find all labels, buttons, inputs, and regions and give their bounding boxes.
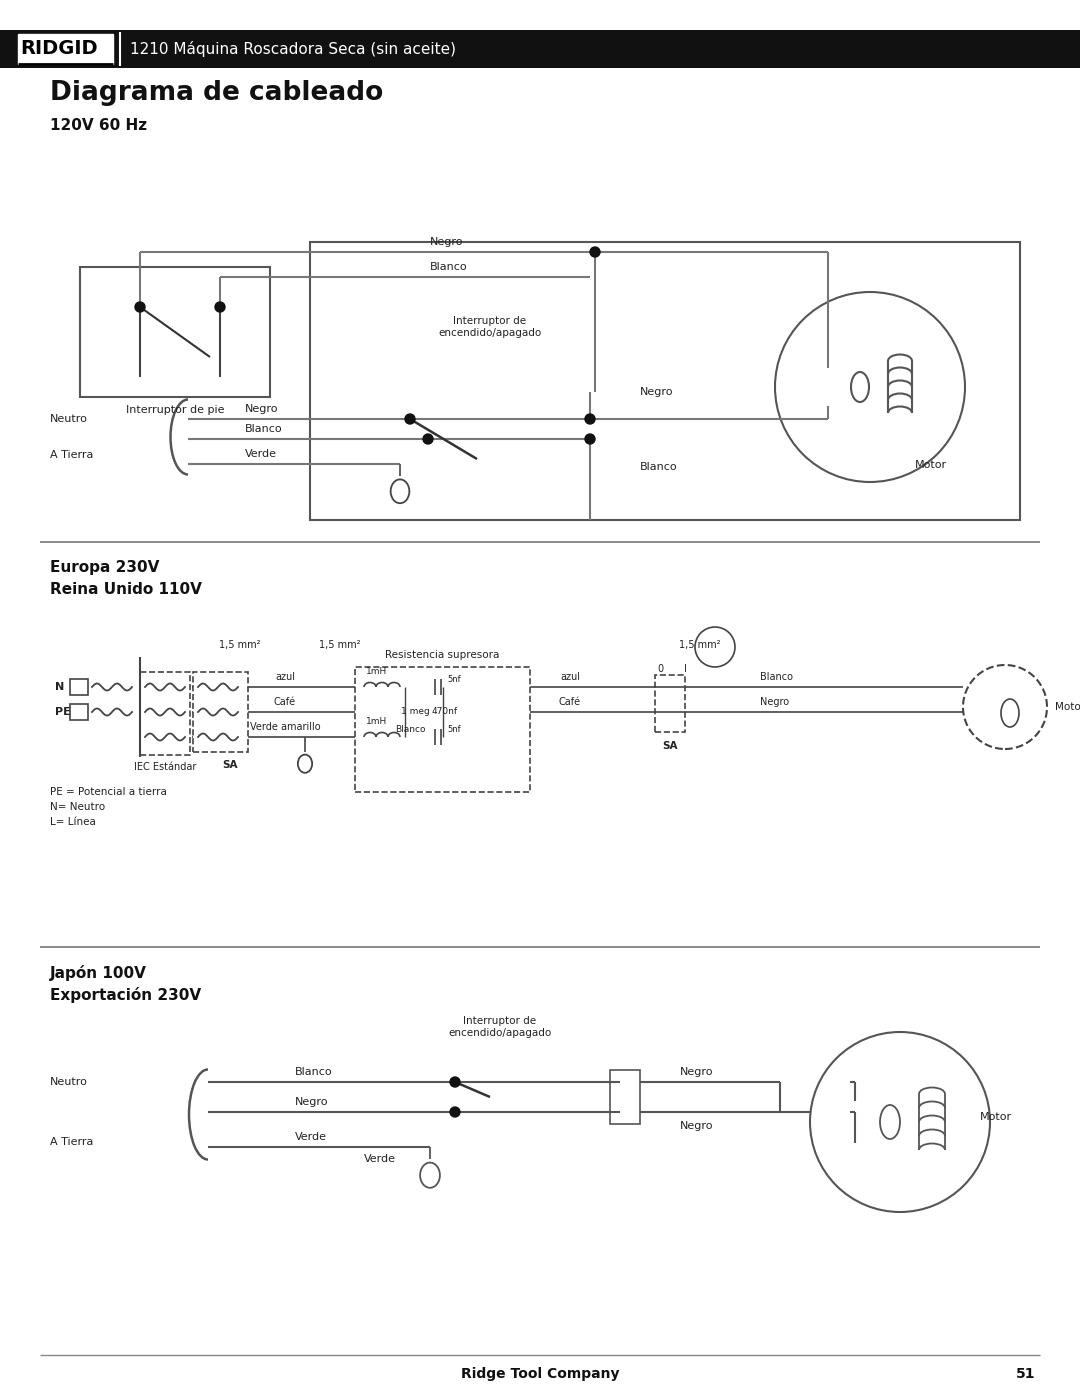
Bar (310, 242, 1020, 520)
Text: Motor: Motor (915, 460, 947, 469)
Text: SA: SA (222, 760, 238, 770)
Circle shape (775, 292, 966, 482)
Text: Europa 230V: Europa 230V (50, 560, 160, 576)
Bar (355, 666, 530, 792)
Text: Café: Café (274, 697, 296, 707)
Text: N= Neutro: N= Neutro (50, 802, 105, 812)
Bar (828, 367, 848, 407)
Bar (0, 29, 1080, 68)
Text: 120V 60 Hz: 120V 60 Hz (50, 117, 147, 133)
Text: 0: 0 (657, 664, 663, 673)
Text: 1,5 mm²: 1,5 mm² (320, 640, 361, 650)
Text: Exportación 230V: Exportación 230V (50, 988, 201, 1003)
Text: 1 meg: 1 meg (401, 707, 430, 717)
Circle shape (405, 414, 415, 425)
Text: 1,5 mm²: 1,5 mm² (219, 640, 260, 650)
Bar (977, 680, 997, 694)
Text: Negro: Negro (680, 1067, 714, 1077)
Ellipse shape (1001, 698, 1020, 726)
Circle shape (585, 414, 595, 425)
Circle shape (450, 1077, 460, 1087)
Text: Negro: Negro (760, 697, 789, 707)
Bar (610, 1070, 640, 1125)
Text: Motor: Motor (980, 1112, 1012, 1122)
Text: A Tierra: A Tierra (50, 1137, 93, 1147)
Text: Blanco: Blanco (295, 1067, 333, 1077)
Text: 1mH: 1mH (366, 717, 388, 725)
Text: Interruptor de
encendido/apagado: Interruptor de encendido/apagado (438, 316, 542, 338)
Circle shape (450, 1106, 460, 1118)
Text: Ridge Tool Company: Ridge Tool Company (461, 1368, 619, 1382)
Bar (18, 34, 113, 64)
Circle shape (423, 434, 433, 444)
Text: PE = Potencial a tierra: PE = Potencial a tierra (50, 787, 167, 798)
Text: Reina Unido 110V: Reina Unido 110V (50, 583, 202, 597)
Bar (70, 704, 87, 719)
Text: Blanco: Blanco (245, 425, 283, 434)
Text: N: N (55, 682, 64, 692)
Text: PE: PE (55, 707, 71, 717)
Bar (80, 267, 270, 397)
Ellipse shape (880, 1105, 900, 1139)
Circle shape (810, 1032, 990, 1213)
Bar (193, 672, 248, 752)
Text: Negro: Negro (245, 404, 279, 414)
Text: Blanco: Blanco (395, 725, 426, 733)
Text: L= Línea: L= Línea (50, 817, 96, 827)
Text: Blanco: Blanco (760, 672, 793, 682)
Text: azul: azul (561, 672, 580, 682)
Text: Interruptor de pie: Interruptor de pie (125, 405, 225, 415)
Text: Motor: Motor (1055, 703, 1080, 712)
Circle shape (585, 434, 595, 444)
Text: Verde amarillo: Verde amarillo (249, 722, 321, 732)
Ellipse shape (391, 479, 409, 503)
Text: Diagrama de cableado: Diagrama de cableado (50, 80, 383, 106)
Ellipse shape (851, 372, 869, 402)
Text: 5nf: 5nf (447, 725, 461, 733)
Text: IEC Estándar: IEC Estándar (134, 761, 197, 773)
Bar (977, 719, 997, 733)
Text: A Tierra: A Tierra (50, 450, 93, 460)
Text: Negro: Negro (680, 1120, 714, 1132)
Text: Blanco: Blanco (640, 462, 677, 472)
Bar (654, 675, 685, 732)
Text: 1210 Máquina Roscadora Seca (sin aceite): 1210 Máquina Roscadora Seca (sin aceite) (130, 41, 456, 57)
Text: 5nf: 5nf (447, 675, 461, 683)
Text: Negro: Negro (295, 1097, 328, 1106)
Text: SA: SA (662, 740, 678, 752)
Text: Negro: Negro (640, 387, 674, 397)
Ellipse shape (298, 754, 312, 773)
Text: 51: 51 (1015, 1368, 1035, 1382)
Text: Verde: Verde (295, 1132, 327, 1141)
Text: Japón 100V: Japón 100V (50, 965, 147, 981)
Text: 1mH: 1mH (366, 666, 388, 676)
Circle shape (963, 665, 1047, 749)
Text: Negro: Negro (430, 237, 463, 247)
Text: Verde: Verde (245, 448, 276, 460)
Text: Blanco: Blanco (430, 263, 468, 272)
Text: Neutro: Neutro (50, 414, 87, 425)
Text: Neutro: Neutro (50, 1077, 87, 1087)
Bar (140, 672, 190, 754)
Text: 470nf: 470nf (432, 707, 458, 717)
Ellipse shape (420, 1162, 440, 1187)
Text: I: I (684, 664, 687, 673)
Text: Café: Café (559, 697, 581, 707)
Text: azul: azul (275, 672, 295, 682)
Circle shape (696, 627, 735, 666)
Text: Interruptor de
encendido/apagado: Interruptor de encendido/apagado (448, 1016, 552, 1038)
Text: 1,5 mm²: 1,5 mm² (679, 640, 720, 650)
Circle shape (590, 247, 600, 257)
Circle shape (215, 302, 225, 312)
Bar (70, 679, 87, 694)
Circle shape (135, 302, 145, 312)
Text: RIDGID: RIDGID (21, 39, 97, 59)
Text: Resistencia supresora: Resistencia supresora (386, 650, 500, 659)
Bar (855, 1101, 877, 1143)
Text: Verde: Verde (364, 1154, 396, 1164)
